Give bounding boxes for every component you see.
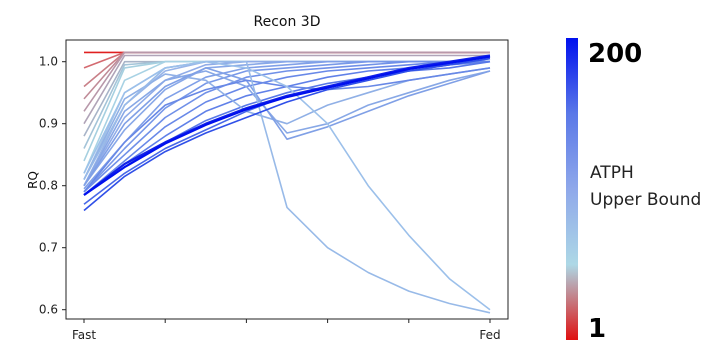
colorbar-min-label: 1 xyxy=(588,314,606,344)
series-line-17 xyxy=(83,60,490,193)
y-tick-label-3: 0.8 xyxy=(39,179,58,193)
y-tick-label-5: 1.0 xyxy=(39,55,58,69)
series-line-23 xyxy=(83,67,491,187)
y-tick-label-1: 0.6 xyxy=(39,303,58,317)
x-tick-label-1: Fast xyxy=(72,328,96,342)
series-line-22 xyxy=(83,70,491,187)
series-line-29 xyxy=(83,54,491,196)
chart-title: Recon 3D xyxy=(254,14,321,30)
series-line-28 xyxy=(83,57,491,212)
series-layer xyxy=(83,51,491,314)
y-tick-label-4: 0.9 xyxy=(39,117,58,131)
colorbar-label-line-2: Upper Bound xyxy=(590,190,701,210)
y-tick-label-2: 0.7 xyxy=(39,241,58,255)
colorbar-label-line-1: ATPH xyxy=(590,163,634,183)
x-ticks: Fast Fed xyxy=(72,319,501,342)
x-tick-label-6: Fed xyxy=(479,328,500,342)
y-axis-label: RQ xyxy=(26,171,40,189)
colorbar-max-label: 200 xyxy=(588,39,642,69)
colorbar xyxy=(566,38,578,340)
series-line-30 xyxy=(83,55,491,196)
series-line-5 xyxy=(83,51,490,112)
series-line-26 xyxy=(83,60,491,311)
y-ticks: 0.6 0.7 0.8 0.9 1.0 xyxy=(39,55,66,317)
plot-frame xyxy=(65,39,509,320)
series-line-6 xyxy=(83,54,490,125)
series-line-25 xyxy=(83,60,491,314)
series-line-18 xyxy=(83,60,490,196)
